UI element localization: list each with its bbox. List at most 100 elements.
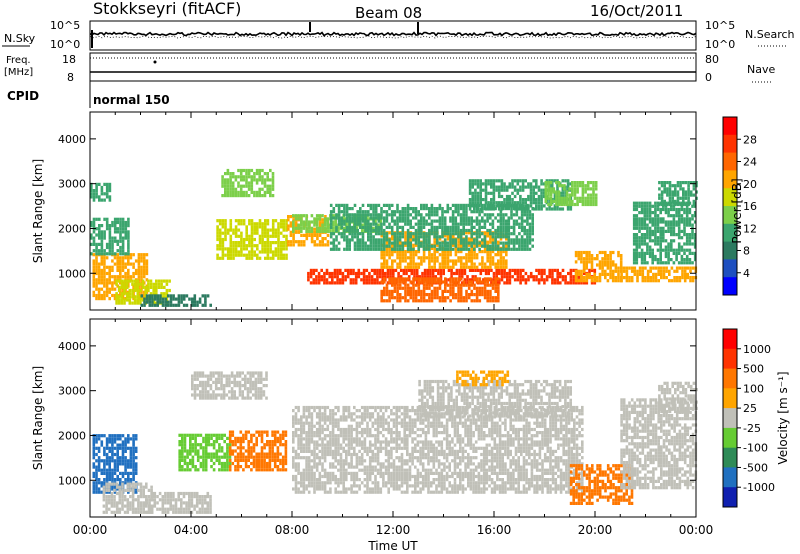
power-colorbar-swatch-1 (723, 134, 737, 154)
velocity-colorbar-tick-0: 1000 (743, 343, 771, 356)
velocity-region-10 (620, 398, 698, 490)
sky-noise-trace (89, 22, 697, 48)
velocity-colorbar-swatch-6 (723, 447, 737, 468)
power-heatmap (90, 168, 698, 307)
velocity-colorbar-swatch-2 (723, 368, 737, 389)
velocity-region-8 (456, 370, 510, 387)
power-region-6 (221, 168, 275, 198)
sky-tick-bottom-right: 10^0 (705, 38, 735, 51)
power-y-axis-label: Slant Range [km] (31, 159, 45, 263)
velocity-colorbar-tick-1: 500 (743, 363, 764, 376)
x-tick-6: 00:00 (679, 523, 714, 537)
velocity-region-2 (145, 491, 212, 514)
x-tick-1: 04:00 (174, 523, 209, 537)
power-colorbar-swatch-0 (723, 117, 737, 136)
power-axes: 1000 2000 3000 4000 (58, 112, 697, 310)
velocity-colorbar-tick-4: -25 (743, 422, 761, 435)
power-y-tick-4000: 4000 (58, 133, 86, 146)
sky-panel-frame (89, 20, 697, 51)
x-tick-4: 16:00 (477, 523, 512, 537)
sky-tick-top-right: 10^5 (705, 19, 735, 32)
power-colorbar-tick-5: 8 (743, 245, 750, 258)
sky-tick-bottom-left: 10^0 (50, 38, 80, 51)
cpid-label: CPID (7, 89, 39, 103)
x-tick-labels: 00:00 04:00 08:00 12:00 16:00 20:00 00:00 (73, 523, 714, 537)
velocity-region-3 (178, 433, 232, 472)
power-colorbar-tick-6: 4 (743, 267, 750, 280)
station-title: Stokkseyri (fitACF) (93, 0, 241, 18)
velocity-region-1 (102, 482, 153, 514)
velocity-y-tick-2000: 2000 (58, 429, 86, 442)
velocity-colorbar-tick-6: -500 (743, 461, 768, 474)
power-colorbar-swatch-4 (723, 188, 737, 207)
velocity-region-7 (418, 379, 572, 418)
power-region-5 (216, 219, 288, 260)
velocity-colorbar-tick-5: -100 (743, 442, 768, 455)
velocity-colorbar-swatch-5 (723, 427, 737, 449)
nsky-label: N.Sky (4, 32, 36, 45)
velocity-y-tick-4000: 4000 (58, 340, 86, 353)
x-tick-5: 20:00 (578, 523, 613, 537)
power-region-10 (380, 277, 500, 303)
velocity-y-tick-1000: 1000 (58, 474, 86, 487)
velocity-colorbar-swatch-4 (723, 408, 737, 429)
sky-tick-top-left: 10^5 (50, 19, 80, 32)
velocity-region-0 (92, 434, 138, 494)
power-region-18 (658, 181, 698, 207)
power-region-17 (632, 201, 697, 265)
velocity-colorbar-tick-2: 100 (743, 382, 764, 395)
power-region-15 (574, 250, 623, 283)
power-colorbar-tick-4: 12 (743, 222, 757, 235)
power-colorbar-swatch-6 (723, 223, 737, 243)
velocity-region-11 (658, 381, 698, 414)
freq-tick-8: 8 (67, 71, 74, 84)
power-region-0 (92, 253, 149, 301)
power-colorbar-swatch-5 (723, 206, 737, 225)
velocity-colorbar-swatch-3 (723, 388, 737, 409)
freq-tick-18: 18 (62, 53, 76, 66)
freq-unit-label: [MHz] (4, 67, 33, 78)
x-tick-3: 12:00 (376, 523, 411, 537)
velocity-axes: 1000 2000 3000 4000 (58, 319, 697, 517)
power-region-14 (544, 181, 598, 207)
velocity-region-5 (191, 371, 268, 400)
x-tick-0: 00:00 (73, 523, 108, 537)
power-colorbar-tick-3: 16 (743, 200, 757, 213)
power-region-12 (329, 203, 534, 251)
cpid-value: normal 150 (93, 93, 170, 107)
velocity-colorbar-swatch-8 (723, 487, 737, 508)
velocity-region-6 (292, 405, 584, 494)
freq-label: Freq. (6, 55, 31, 66)
power-region-1 (90, 217, 130, 256)
velocity-colorbar-swatch-0 (723, 329, 737, 350)
power-y-tick-3000: 3000 (58, 178, 86, 191)
nsearch-label: N.Search (745, 28, 795, 41)
power-colorbar-tick-1: 24 (743, 156, 757, 169)
power-colorbar-tick-0: 28 (743, 133, 757, 146)
velocity-colorbar: 1000 500 100 25 -25 -100 -500 -1000 (722, 328, 775, 508)
x-tick-2: 08:00 (275, 523, 310, 537)
nave-label: Nave (747, 63, 775, 76)
power-colorbar-swatch-9 (723, 277, 737, 296)
power-colorbar-swatch-2 (723, 152, 737, 171)
power-y-tick-1000: 1000 (58, 267, 86, 280)
x-axis-label: Time UT (367, 539, 418, 553)
date-label: 16/Oct/2011 (590, 2, 683, 20)
velocity-y-axis-label: Slant Range [km] (31, 366, 45, 470)
velocity-colorbar-swatch-1 (723, 348, 737, 370)
power-y-tick-2000: 2000 (58, 222, 86, 235)
velocity-colorbar-tick-3: 25 (743, 402, 757, 415)
beam-label: Beam 08 (355, 4, 422, 22)
power-region-4 (140, 294, 212, 307)
power-colorbar-swatch-7 (723, 241, 737, 260)
power-colorbar-swatch-3 (723, 170, 737, 189)
velocity-heatmap (92, 370, 698, 514)
freq-trace (90, 60, 696, 73)
nave-tick-80: 80 (705, 53, 719, 66)
power-region-3 (115, 279, 171, 305)
power-colorbar: 28 24 20 16 12 8 4 (722, 116, 757, 296)
power-colorbar-swatch-8 (723, 259, 737, 278)
power-colorbar-label: Power [dB] (730, 178, 744, 243)
velocity-colorbar-label: Velocity [m s⁻¹] (776, 371, 790, 464)
